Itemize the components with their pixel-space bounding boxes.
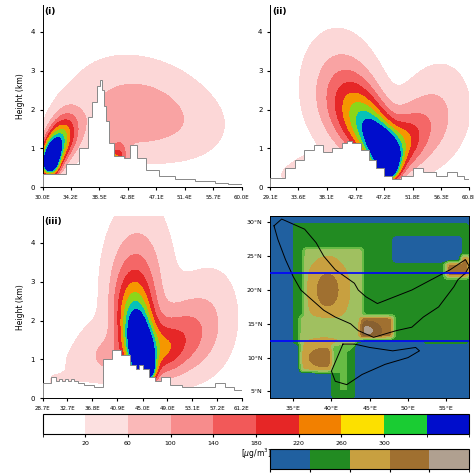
Text: (ii): (ii) bbox=[272, 7, 287, 16]
X-axis label: [$\mu$g/m$^3$]: [$\mu$g/m$^3$] bbox=[241, 447, 271, 461]
Polygon shape bbox=[43, 81, 242, 187]
Polygon shape bbox=[43, 350, 242, 398]
Polygon shape bbox=[270, 141, 469, 187]
Text: (i): (i) bbox=[45, 7, 56, 16]
Text: (iii): (iii) bbox=[45, 218, 62, 227]
Y-axis label: Height (km): Height (km) bbox=[16, 284, 25, 330]
Y-axis label: Height (km): Height (km) bbox=[16, 73, 25, 119]
